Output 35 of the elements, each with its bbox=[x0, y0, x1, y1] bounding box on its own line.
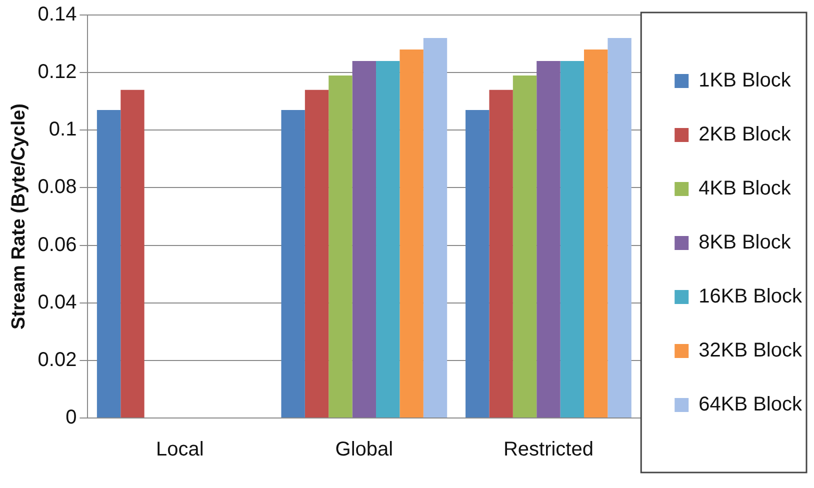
bar bbox=[584, 50, 608, 418]
y-tick-label: 0.14 bbox=[38, 4, 77, 26]
bar bbox=[512, 75, 537, 418]
y-tick-label: 0.12 bbox=[38, 61, 77, 84]
bar bbox=[281, 110, 305, 418]
x-tick-label: Global bbox=[335, 438, 394, 461]
y-tick-label: 0.06 bbox=[38, 234, 77, 256]
bar bbox=[423, 38, 448, 418]
legend-label: 16KB Block bbox=[698, 286, 803, 308]
x-tick-label: Local bbox=[156, 438, 204, 461]
y-tick-label: 0.1 bbox=[48, 118, 77, 141]
y-tick-label: 0.08 bbox=[38, 176, 77, 198]
bar bbox=[466, 110, 490, 418]
x-tick-label: Restricted bbox=[503, 438, 594, 461]
legend-label: 64KB Block bbox=[698, 394, 803, 416]
legend-label: 8KB Block bbox=[698, 232, 792, 254]
bar bbox=[352, 61, 376, 418]
bar bbox=[400, 50, 424, 418]
legend-label: 1KB Block bbox=[698, 70, 792, 92]
bar bbox=[328, 75, 352, 418]
bar bbox=[96, 110, 121, 418]
bar bbox=[608, 38, 632, 418]
bar bbox=[376, 61, 400, 418]
legend-label: 2KB Block bbox=[698, 124, 792, 146]
legend-label: 4KB Block bbox=[698, 178, 792, 200]
y-axis-title: Stream Rate (Byte/Cycle) bbox=[8, 104, 30, 330]
bar bbox=[120, 90, 144, 418]
y-tick-label: 0.04 bbox=[38, 291, 77, 314]
bar bbox=[304, 90, 329, 418]
y-tick-label: 0.02 bbox=[38, 348, 77, 371]
legend-label: 32KB Block bbox=[698, 340, 803, 362]
y-tick-label: 0 bbox=[66, 406, 77, 429]
bar bbox=[560, 61, 584, 418]
bar bbox=[536, 61, 560, 418]
bar bbox=[489, 90, 513, 418]
